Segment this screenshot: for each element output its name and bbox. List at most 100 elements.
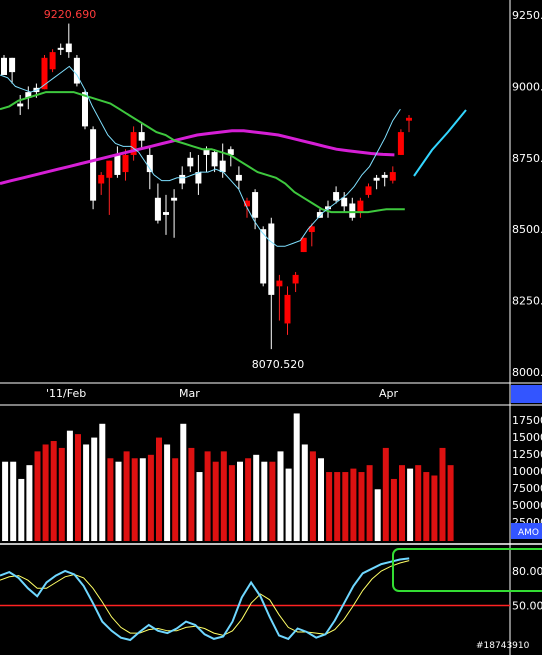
volume-bar [301, 444, 308, 541]
volume-bar [75, 434, 81, 541]
volume-bar [261, 461, 268, 541]
oscillator-d-line [0, 560, 410, 636]
volume-bar [220, 451, 227, 541]
volume-bar [439, 447, 446, 541]
candle-body [381, 174, 388, 178]
volume-y-tick-label: 15000 [512, 431, 542, 444]
volume-badge-label: AMO [518, 528, 539, 538]
candle-body [341, 197, 348, 207]
high-value-annotation: 9220.690 [44, 8, 97, 21]
volume-bar [26, 465, 33, 541]
price-y-tick-label: 8000. [512, 366, 542, 379]
candle-body [316, 212, 323, 218]
candle-body [397, 132, 404, 155]
volume-bar [10, 461, 17, 541]
volume-bar [2, 461, 9, 541]
candle-body [227, 149, 234, 155]
candle-body [373, 177, 380, 181]
volume-bar [269, 461, 276, 541]
volume-bar [123, 451, 130, 541]
candle-body [65, 43, 72, 53]
volume-bar [66, 430, 73, 541]
candle-body [163, 212, 169, 215]
volume-bar [334, 472, 341, 541]
candle-body [106, 160, 113, 178]
volume-badge-bg [511, 523, 542, 539]
volume-bar [423, 472, 430, 541]
ma-projection-line [413, 109, 467, 177]
price-y-tick-label: 9000. [512, 80, 542, 93]
volume-bar [18, 478, 25, 541]
volume-bar [415, 465, 422, 541]
time-axis-label: Mar [179, 387, 200, 400]
ma-slow-line [0, 129, 395, 185]
volume-bar [156, 437, 162, 541]
ma-fast-line [0, 65, 401, 247]
candle-body [82, 92, 88, 127]
candle-body [244, 200, 250, 207]
volume-bar [277, 451, 284, 541]
volume-bar [180, 423, 187, 541]
volume-bar [34, 451, 41, 541]
volume-bar [390, 478, 397, 541]
candle-body [406, 117, 412, 121]
volume-bar [107, 458, 114, 541]
candle-body [1, 57, 7, 75]
volume-bar [91, 437, 98, 541]
oscillator-y-tick-label: 50.00 [512, 600, 542, 613]
volume-bar [358, 472, 365, 541]
volume-bar [196, 472, 203, 541]
volume-bar [212, 461, 219, 541]
volume-y-tick-label: 75000 [512, 482, 542, 495]
oscillator-k-line [0, 557, 410, 642]
volume-bar [285, 468, 292, 541]
candle-body [276, 280, 283, 287]
volume-bar [253, 454, 260, 541]
volume-bar [382, 447, 389, 541]
candle-body [41, 57, 48, 90]
volume-bar [309, 451, 316, 541]
volume-bar [374, 489, 381, 541]
low-value-annotation: 8070.520 [252, 358, 305, 371]
volume-bar [50, 441, 57, 541]
candle-body [349, 203, 356, 218]
volume-bar [99, 423, 106, 541]
volume-bar [293, 413, 300, 541]
volume-bar [350, 468, 357, 541]
price-y-tick-label: 8750. [512, 152, 542, 165]
candle-body [284, 294, 291, 324]
price-y-tick-label: 8500. [512, 223, 542, 236]
candle-body [17, 103, 24, 107]
volume-bar [326, 472, 333, 541]
price-y-tick-label: 9250. [512, 9, 542, 22]
candle-body [260, 229, 267, 284]
volume-bar [342, 472, 349, 541]
footer-id: #18743910 [476, 641, 530, 651]
candle-body [235, 174, 242, 181]
candle-body [219, 160, 226, 173]
candle-body [114, 154, 121, 175]
volume-bar [237, 461, 243, 541]
volume-bar [139, 458, 146, 541]
time-axis-label: Apr [379, 387, 399, 400]
time-axis-badge [511, 385, 542, 403]
candle-body [73, 57, 80, 84]
candle-body [268, 223, 275, 295]
candle-body [195, 172, 202, 184]
candle-body [49, 52, 56, 70]
candle-body [365, 186, 372, 195]
candle-body [357, 200, 364, 213]
candle-body [130, 132, 137, 155]
candle-body [211, 152, 218, 167]
candle-body [187, 157, 194, 167]
price-y-tick-label: 8250. [512, 295, 542, 308]
volume-bar [431, 475, 438, 541]
volume-bar [318, 458, 324, 541]
volume-bar [83, 444, 90, 541]
volume-bar [58, 447, 65, 541]
candle-body [9, 57, 16, 73]
volume-bar [188, 447, 195, 541]
volume-bar [42, 444, 49, 541]
volume-bar [228, 465, 235, 541]
volume-bar [131, 458, 138, 541]
